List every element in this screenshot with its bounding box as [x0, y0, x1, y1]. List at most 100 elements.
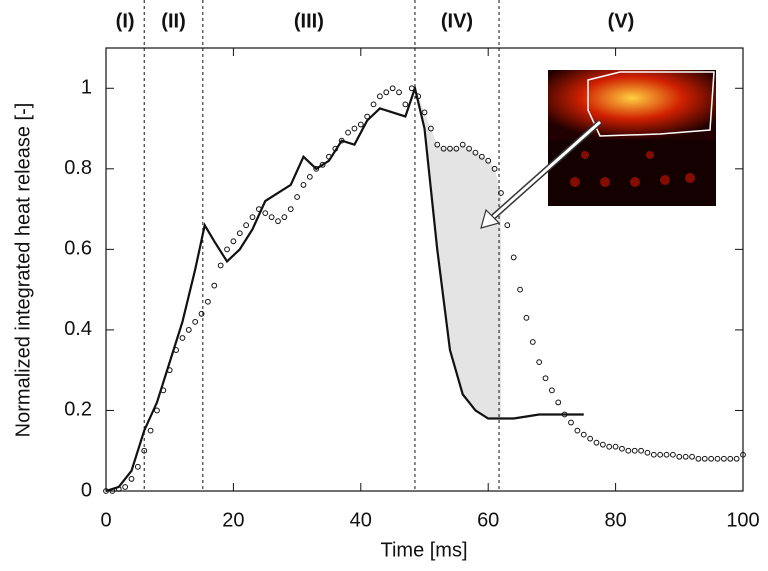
data-point — [281, 214, 288, 221]
data-point — [109, 488, 116, 494]
data-point — [504, 222, 511, 229]
data-point — [179, 335, 186, 341]
data-point — [211, 282, 218, 289]
data-point — [517, 286, 523, 293]
data-point — [536, 359, 543, 366]
data-point — [574, 427, 581, 434]
data-point — [498, 190, 504, 196]
data-point — [236, 230, 243, 237]
data-point — [599, 441, 606, 448]
phase-label: (IV) — [441, 10, 473, 32]
data-point — [619, 445, 625, 452]
inset-flame — [548, 70, 716, 140]
data-point — [453, 145, 460, 152]
inset-outline — [587, 71, 715, 137]
arrow — [480, 119, 602, 229]
data-point — [542, 375, 549, 382]
data-point — [638, 447, 644, 454]
data-point — [549, 387, 555, 394]
data-point — [612, 443, 619, 450]
data-point — [720, 455, 727, 462]
data-point — [160, 387, 167, 394]
data-point — [676, 453, 683, 460]
axes-frame — [105, 47, 744, 492]
data-point — [670, 451, 676, 458]
data-point — [529, 339, 536, 345]
data-point — [389, 85, 396, 92]
data-point — [593, 439, 600, 446]
data-point — [625, 447, 632, 454]
y-tick-label: 0.8 — [64, 157, 92, 179]
data-point — [478, 153, 485, 160]
data-point — [192, 318, 199, 325]
data-point — [141, 447, 148, 454]
y-tick-label: 1 — [81, 77, 92, 99]
data-point — [313, 165, 320, 172]
data-point — [568, 419, 574, 426]
data-point — [147, 427, 154, 434]
data-point — [154, 407, 160, 414]
data-point — [205, 298, 211, 305]
data-point — [275, 218, 281, 225]
data-point — [727, 455, 734, 462]
data-point — [733, 455, 740, 462]
data-point — [230, 238, 237, 245]
data-point — [421, 109, 428, 116]
data-point — [708, 455, 715, 462]
data-point — [287, 206, 294, 212]
arrow-head — [480, 208, 501, 229]
data-point — [644, 449, 651, 456]
data-point — [663, 451, 670, 458]
data-point — [740, 451, 746, 458]
y-tick-label: 0 — [81, 479, 92, 501]
x-tick-label: 80 — [604, 509, 626, 531]
data-point — [128, 476, 135, 482]
data-point — [338, 137, 345, 144]
x-tick-label: 40 — [350, 509, 372, 531]
x-tick-label: 20 — [222, 509, 244, 531]
data-point — [510, 254, 517, 261]
data-point — [185, 327, 192, 333]
data-point — [561, 411, 568, 418]
data-point — [402, 101, 409, 108]
data-point — [217, 262, 224, 269]
x-tick-label: 0 — [100, 509, 111, 531]
data-point — [364, 113, 371, 120]
x-tick-label: 60 — [477, 509, 499, 531]
data-point — [306, 173, 313, 180]
data-point — [408, 85, 415, 92]
data-point — [459, 141, 466, 148]
data-point — [695, 455, 702, 462]
data-point — [491, 165, 498, 172]
y-tick-label: 0.6 — [64, 238, 92, 260]
data-point — [472, 149, 479, 156]
data-point — [447, 145, 453, 152]
data-point — [383, 89, 390, 96]
data-point — [440, 145, 447, 152]
data-point — [243, 222, 250, 229]
data-point — [377, 93, 383, 100]
data-point — [134, 463, 141, 470]
shaded-area — [414, 88, 501, 419]
plot-area: 0 20 40 60 80 100 0 0.2 0.4 0.6 0.8 1 (I) (II) (III) (I… — [64, 0, 760, 531]
phase-label: (III) — [294, 10, 324, 32]
data-point — [115, 486, 122, 492]
data-point — [255, 206, 262, 212]
data-point — [631, 447, 638, 454]
data-point — [466, 145, 472, 152]
data-point — [173, 347, 179, 353]
data-point — [555, 399, 562, 406]
y-tick-label: 0.4 — [64, 318, 92, 340]
inset-image — [548, 70, 716, 206]
data-point — [587, 435, 594, 442]
x-tick-label: 100 — [726, 509, 759, 531]
data-point — [434, 141, 441, 148]
data-point — [224, 246, 230, 253]
data-point — [606, 443, 613, 450]
data-point — [198, 310, 205, 317]
data-point — [326, 153, 332, 160]
data-point — [262, 210, 269, 217]
data-point — [319, 161, 326, 168]
y-axis-label: Normalized integrated heat release [-] — [12, 103, 34, 438]
data-point — [580, 431, 587, 438]
